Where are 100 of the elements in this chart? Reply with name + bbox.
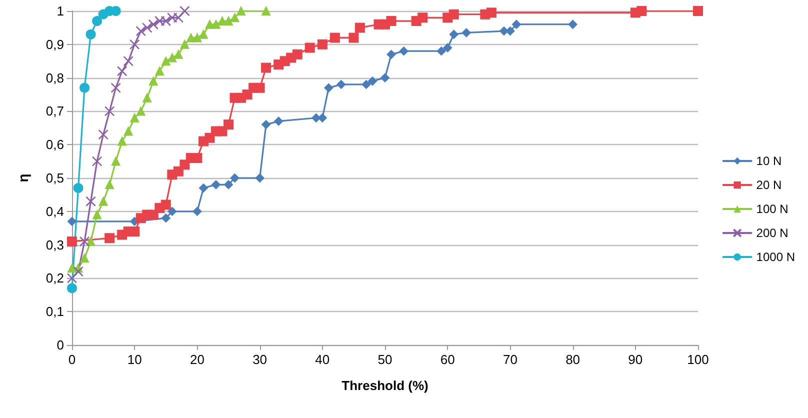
point bbox=[436, 46, 446, 56]
point bbox=[73, 183, 84, 194]
point bbox=[80, 254, 90, 263]
point bbox=[111, 156, 120, 166]
point bbox=[155, 66, 164, 76]
point bbox=[92, 16, 102, 26]
point bbox=[386, 16, 396, 26]
y-tick-label: 0,4 bbox=[46, 204, 64, 219]
point bbox=[324, 83, 334, 92]
point bbox=[317, 39, 328, 50]
point bbox=[568, 20, 578, 29]
point bbox=[116, 66, 128, 76]
point bbox=[274, 116, 284, 126]
point bbox=[80, 82, 90, 93]
point bbox=[168, 206, 177, 216]
x-tick-label: 60 bbox=[440, 352, 455, 367]
point bbox=[261, 62, 272, 73]
point bbox=[104, 106, 115, 116]
y-tick-label: 0,1 bbox=[46, 304, 64, 320]
point bbox=[92, 210, 102, 220]
point bbox=[292, 49, 302, 60]
point bbox=[198, 30, 208, 39]
x-tick-label: 30 bbox=[252, 352, 268, 367]
point bbox=[92, 156, 102, 166]
point bbox=[354, 22, 365, 33]
point bbox=[167, 12, 178, 23]
point bbox=[98, 129, 108, 140]
point bbox=[66, 273, 78, 284]
point bbox=[105, 180, 114, 190]
legend-label: 20 N bbox=[756, 178, 782, 192]
point bbox=[160, 200, 171, 210]
point bbox=[174, 50, 183, 59]
y-tick-label: 0,8 bbox=[46, 70, 64, 86]
point bbox=[230, 174, 240, 182]
point bbox=[86, 196, 96, 207]
point bbox=[399, 46, 408, 56]
point bbox=[443, 43, 452, 52]
point bbox=[211, 180, 220, 190]
point bbox=[124, 126, 133, 136]
point bbox=[136, 26, 146, 36]
point bbox=[693, 6, 703, 16]
point bbox=[130, 113, 140, 122]
x-tick-label: 90 bbox=[628, 352, 643, 367]
point bbox=[180, 6, 190, 16]
point bbox=[262, 6, 271, 16]
point bbox=[68, 216, 76, 226]
y-tick-label: 0,5 bbox=[46, 170, 64, 186]
x-tick-label: 0 bbox=[68, 352, 76, 367]
point bbox=[118, 136, 127, 146]
x-tick-label: 80 bbox=[566, 352, 580, 367]
y-tick-label: 0,6 bbox=[46, 137, 64, 152]
x-tick-label: 70 bbox=[502, 352, 518, 367]
y-axis-title: η bbox=[15, 174, 31, 182]
x-tick-label: 10 bbox=[127, 352, 142, 367]
point bbox=[449, 30, 458, 39]
point bbox=[148, 19, 159, 30]
point bbox=[148, 76, 158, 86]
y-tick-label: 1 bbox=[56, 4, 64, 18]
point bbox=[110, 82, 121, 93]
point bbox=[192, 33, 202, 42]
legend-label: 1000 N bbox=[756, 250, 796, 264]
point bbox=[211, 20, 220, 29]
point bbox=[136, 106, 146, 116]
point bbox=[204, 132, 215, 143]
point bbox=[67, 283, 77, 294]
y-tick-label: 0,9 bbox=[46, 36, 64, 52]
point bbox=[636, 6, 647, 16]
point bbox=[86, 236, 96, 246]
point bbox=[486, 8, 496, 18]
y-tick-label: 0,2 bbox=[46, 270, 64, 286]
point bbox=[79, 236, 90, 247]
point bbox=[448, 9, 459, 20]
point bbox=[180, 40, 190, 49]
x-tick-label: 40 bbox=[315, 352, 330, 367]
point bbox=[161, 56, 170, 66]
x-tick-label: 50 bbox=[378, 352, 392, 367]
point bbox=[154, 16, 165, 26]
point bbox=[142, 22, 152, 33]
y-tick-label: 0,7 bbox=[46, 104, 64, 119]
y-tick-label: 0 bbox=[56, 338, 64, 352]
point bbox=[161, 214, 170, 223]
point bbox=[142, 93, 152, 102]
point bbox=[224, 180, 233, 190]
point bbox=[173, 12, 184, 23]
point bbox=[192, 206, 202, 216]
point bbox=[262, 120, 271, 130]
point bbox=[168, 53, 177, 62]
point bbox=[386, 50, 396, 59]
point bbox=[67, 236, 77, 246]
point bbox=[230, 13, 240, 22]
point bbox=[418, 12, 428, 23]
point bbox=[462, 28, 471, 38]
point bbox=[380, 73, 390, 82]
point bbox=[362, 80, 371, 89]
point bbox=[512, 20, 521, 29]
legend-label: 100 N bbox=[756, 202, 788, 216]
x-axis-title: Threshold (%) bbox=[342, 378, 428, 393]
x-tick-label: 100 bbox=[687, 352, 709, 367]
legend-label: 10 N bbox=[756, 154, 782, 168]
y-tick-label: 0,3 bbox=[46, 237, 64, 252]
